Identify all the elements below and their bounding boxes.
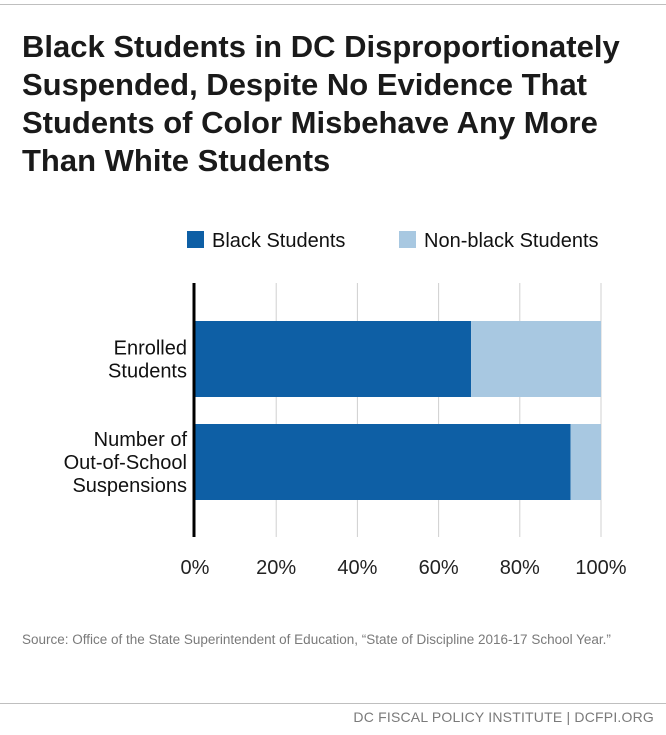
footer-credit: DC FISCAL POLICY INSTITUTE | DCFPI.ORG — [353, 709, 654, 725]
x-tick-label-80: 80% — [500, 557, 540, 579]
category-label-2-line-2: Out-of-School — [64, 452, 187, 474]
legend-nonblack-label: Non-black Students — [424, 230, 599, 252]
chart-title: Black Students in DC Disproportionately … — [22, 29, 620, 178]
x-tick-label-60: 60% — [419, 557, 459, 579]
x-tick-label-20: 20% — [256, 557, 296, 579]
bottom-rule — [0, 703, 666, 704]
x-tick-label-40: 40% — [337, 557, 377, 579]
bar-1-nonblack — [471, 321, 601, 397]
category-label-1-line-1: Enrolled — [114, 338, 187, 360]
bar-2-nonblack — [570, 424, 601, 500]
top-rule — [0, 4, 666, 5]
category-label-2-line-1: Number of — [94, 429, 188, 451]
x-tick-label-100: 100% — [575, 557, 626, 579]
legend-nonblack-swatch — [399, 231, 416, 248]
category-label-2-line-3: Suspensions — [72, 475, 187, 497]
bar-2-black — [195, 424, 571, 500]
source-note: Source: Office of the State Superintende… — [22, 632, 611, 647]
category-label-1-line-2: Students — [108, 361, 187, 383]
legend-black-swatch — [187, 231, 204, 248]
bar-1-black — [195, 321, 472, 397]
legend-black-label: Black Students — [212, 230, 345, 252]
x-tick-label-0: 0% — [181, 557, 210, 579]
